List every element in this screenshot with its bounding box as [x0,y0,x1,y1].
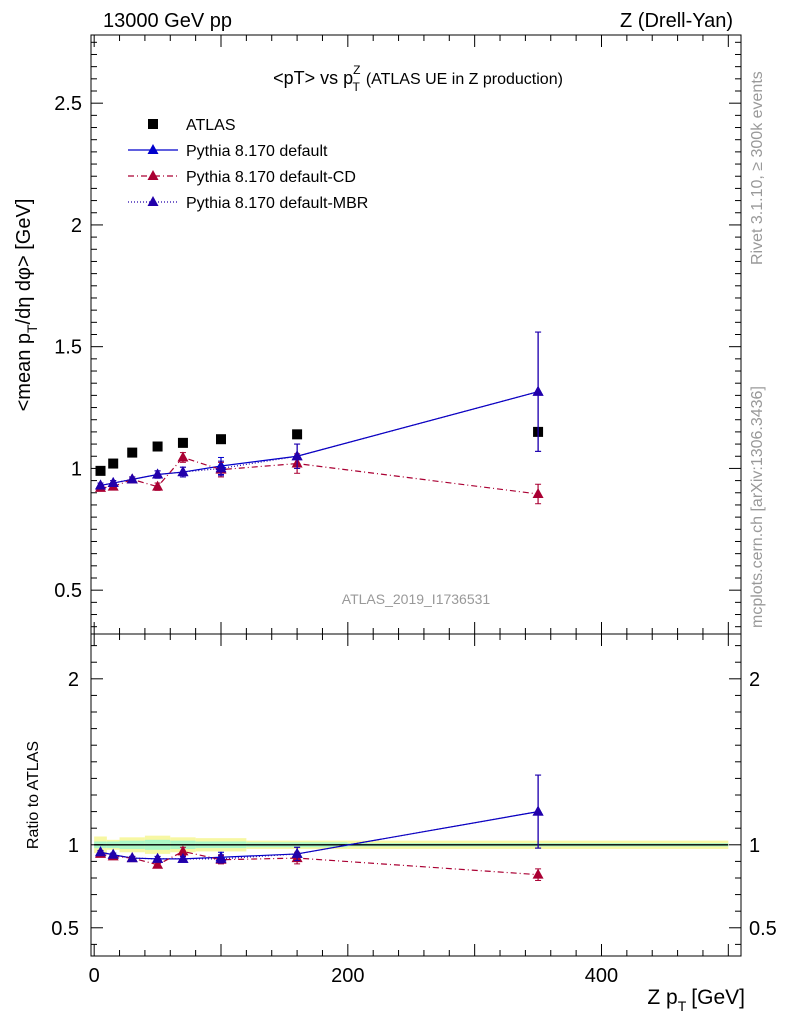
legend-marker-0 [148,119,158,129]
ratio-point-2 [126,852,138,863]
ratio-y-tick-label: 1 [68,835,79,857]
main-series-3 [95,331,544,490]
ratio-series-2 [95,774,544,864]
ratio-band [94,835,729,854]
ratio-x-tick-label: 200 [331,965,364,987]
header-right: Z (Drell-Yan) [620,10,733,32]
ratio-xlabel-sub: T [678,998,687,1014]
rivet-label: Rivet 3.1.10, ≥ 300k events [749,71,766,265]
ratio-y-tick-label: 2 [68,669,79,691]
legend-label-2: Pythia 8.170 default-CD [186,169,356,186]
main-point-3 [177,466,189,477]
main-point-3 [291,450,303,461]
legend-label-0: ATLAS [186,117,236,134]
ratio-xlabel: Z pT [GeV] [647,986,745,1014]
legend-marker-1 [147,144,159,154]
main-title-sub: T [352,80,360,94]
main-point-atlas [216,434,226,445]
main-ylabel: <mean pT/dη dφ> [GeV] [13,199,40,412]
ratio-y-tick-label-right: 2 [749,669,760,691]
legend-entry-2: Pythia 8.170 default-CD [128,169,356,186]
ratio-series [95,774,544,881]
main-point-atlas [127,447,138,458]
main-series-0 [95,426,544,476]
ratio-point-1 [532,868,544,879]
main-series [95,331,544,505]
main-y-tick-label: 1.5 [54,337,82,359]
ratio-ylabel: Ratio to ATLAS [25,741,42,849]
main-series-line-3 [100,391,539,487]
main-point-atlas [152,441,163,452]
main-point-3 [95,479,107,490]
main-point-3 [107,477,119,488]
legend: ATLAS Pythia 8.170 default Pythia 8.170 de… [128,117,368,212]
main-point-2 [532,487,544,498]
ratio-y-tick-label-right: 1 [749,835,760,857]
legend-entry-0: ATLAS [148,117,236,134]
legend-marker-3 [147,196,159,206]
main-point-atlas [292,429,303,440]
main-point-3 [532,385,544,396]
main-title-sup: Z [353,63,360,77]
main-y-tick-label: 0.5 [54,580,82,602]
ratio-point-2 [215,852,227,863]
legend-entry-1: Pythia 8.170 default [128,143,328,160]
main-y-tick-label: 1 [71,458,82,480]
ratio-panel: 0 200 400 0.5 0.5 1 1 2 2 Ratio to ATLAS Z pT [Ge… [25,633,777,1014]
main-point-2 [152,480,164,491]
legend-label-3: Pythia 8.170 default-MBR [186,195,368,212]
main-point-atlas [108,458,119,469]
main-ylabel-a: <mean p [13,333,35,411]
ratio-y-tick-label-right: 0.5 [749,918,777,940]
mcplots-label: mcplots.cern.ch [arXiv:1306.3436] [749,386,766,628]
main-point-3 [215,462,227,473]
ratio-y-tick-label: 0.5 [51,918,79,940]
main-point-atlas [177,437,188,448]
main-y-tick-label: 2 [71,215,82,237]
ratio-frame [90,633,742,957]
ratio-point-2 [152,852,164,863]
ratio-point-2 [107,848,119,859]
ratio-axis-ticks: 0 200 400 0.5 0.5 1 1 2 2 [51,634,777,987]
main-title: <pT> vs pZ T (ATLAS UE in Z production) [273,63,563,94]
main-point-3 [126,473,138,484]
ratio-point-1 [177,845,189,856]
header-left: 13000 GeV pp [103,10,232,32]
ratio-x-tick-label: 400 [585,965,618,987]
ratio-point-2 [291,847,303,858]
ratio-point-2 [532,805,544,816]
main-ylabel-sub: T [24,324,40,333]
main-panel: 0.511.522.5 <pT> vs pZ T (ATLAS UE in Z pr… [13,34,742,635]
ratio-xlabel-b: [GeV] [691,986,745,1009]
ratio-x-tick-label: 0 [89,965,100,987]
ratio-point-2 [95,846,107,857]
main-point-atlas [95,465,106,476]
legend-label-1: Pythia 8.170 default [186,143,328,160]
main-ylabel-b: /dη dφ> [GeV] [13,199,35,325]
main-series-line-2 [100,456,539,495]
main-series-line-1 [100,391,539,487]
main-point-2 [177,451,189,462]
ratio-xlabel-a: Z p [647,986,677,1009]
ratio-point-1 [152,858,164,869]
legend-entry-3: Pythia 8.170 default-MBR [128,195,368,212]
main-title-rest: (ATLAS UE in Z production) [366,71,563,88]
main-point-3 [152,468,164,479]
legend-marker-2 [147,170,159,180]
main-title-a: <pT> vs p [273,68,353,88]
ratio-point-2 [177,852,189,863]
main-y-tick-label: 2.5 [54,93,82,115]
ratio-series-line-1 [100,850,539,876]
main-axis-ticks: 0.5 1 1.5 2 2.5 [54,35,741,634]
analysis-id: ATLAS_2019_I1736531 [342,591,491,607]
